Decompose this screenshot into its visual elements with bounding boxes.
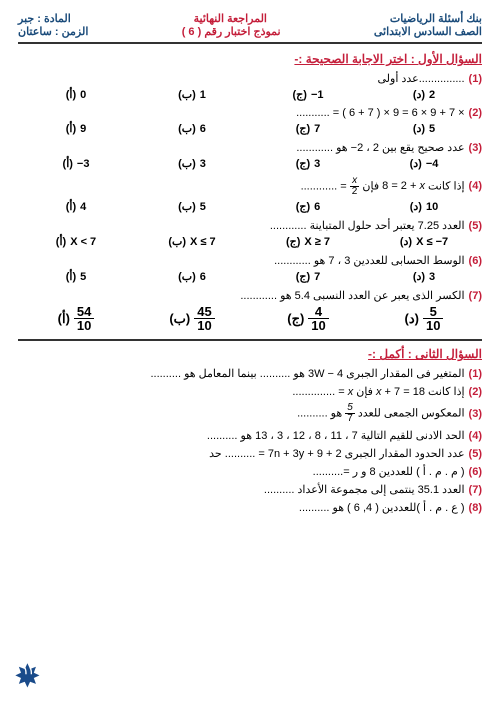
f5-num: (5): [469, 448, 482, 460]
q3-opts: (أ)−3 (ب)3 (ج)3 (د)−4: [18, 157, 482, 170]
q6-num: (6): [469, 255, 482, 267]
f1-text: المتغير فى المقدار الجبرى 4 − 3W هو ....…: [150, 367, 464, 380]
hdr-left: المادة : جبر: [18, 12, 71, 25]
q4-opts: (أ)4 (ب)5 (ج)6 (د)10: [18, 200, 482, 213]
f5-text: عدد الحدود المقدار الجبرى 2 + 7n + 3y + …: [209, 447, 464, 460]
q3-num: (3): [469, 142, 482, 154]
q2-num: (2): [469, 107, 482, 119]
q1-opts: (أ)0 (ب)1 (ج)−1 (د)2: [18, 88, 482, 101]
f2-num: (2): [469, 386, 482, 398]
q2-text: ( 6 + 7 ) × 9 = 6 × 9 + 7 × = ..........…: [18, 107, 465, 119]
f7-text: العدد 35.1 ينتمى إلى مجموعة الأعداد ....…: [264, 483, 465, 496]
hdr2-center: نموذج اختبار رقم ( 6 ): [182, 25, 281, 38]
q1-text: ...............عدد أولى: [18, 72, 465, 85]
q4-num: (4): [469, 180, 482, 192]
f6-num: (6): [469, 466, 482, 478]
q3-text: عدد صحيح يقع بين 2 ، 2− هو ............: [18, 141, 465, 154]
f2-text: إذا كانت 18 = 7 + x فإن x = ............…: [292, 385, 464, 398]
q5-text: العدد 7.25 يعتبر أحد حلول المتباينة ....…: [18, 219, 465, 232]
f8-text: ( ع . م . أ )للعددين ( 4, 6 ) هو .......…: [299, 501, 465, 514]
section2-title: السؤال الثانى : أكمل :-: [18, 347, 482, 361]
q6-text: الوسط الحسابى للعددين 3 ، 7 هو .........…: [18, 254, 465, 267]
q7-num: (7): [469, 290, 482, 302]
hdr-center: المراجعة النهائية: [194, 12, 267, 25]
q4-text: إذا كانت 8 = 2 + x فإن x2 = ............: [18, 176, 465, 197]
q5-num: (5): [469, 220, 482, 232]
q5-opts: (أ)X < 7 (ب)X ≤ 7 (ج)X ≥ 7 (د)X ≤ −7: [18, 235, 482, 248]
hdr2-right: الصف السادس الابتدائى: [374, 25, 482, 38]
q7-opts: (أ)5410 (ب)4510 (ج)410 (د)510: [18, 305, 482, 333]
f7-num: (7): [469, 484, 482, 496]
f4-text: الحد الادنى للقيم التالية 7 ، 11 ، 8 ، 1…: [207, 429, 465, 442]
q1-num: (1): [469, 73, 482, 85]
f1-num: (1): [469, 368, 482, 380]
f4-num: (4): [469, 430, 482, 442]
hdr2-left: الزمن : ساعتان: [18, 25, 88, 38]
f3-num: (3): [469, 408, 482, 420]
q7-text: الكسر الذى يعبر عن العدد النسبى 5.4 هو .…: [18, 289, 465, 302]
hdr-right: بنك أسئلة الرياضيات: [390, 12, 482, 25]
f6-text: ( م . م . أ ) للعددين 8 و ر =..........: [313, 465, 465, 478]
page-number-badge: ✸١١: [14, 657, 41, 695]
f8-num: (8): [469, 502, 482, 514]
f3-text: المعكوس الجمعى للعدد 57 هو ..........: [297, 403, 464, 424]
q6-opts: (أ)5 (ب)6 (ج)7 (د)3: [18, 270, 482, 283]
section1-title: السؤال الأول : اختر الاجابة الصحيحة :-: [18, 52, 482, 66]
q2-opts: (أ)9 (ب)6 (ج)7 (د)5: [18, 122, 482, 135]
